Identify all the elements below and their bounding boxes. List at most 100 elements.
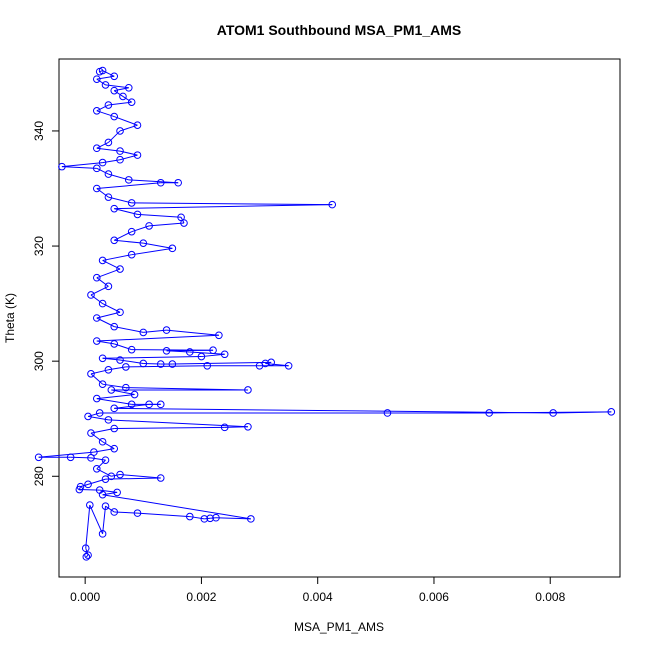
data-point bbox=[549, 409, 557, 417]
data-point bbox=[110, 340, 119, 348]
series-line-segment bbox=[265, 362, 289, 367]
series-line-segment bbox=[105, 84, 129, 89]
data-point bbox=[92, 464, 101, 473]
data-point bbox=[107, 386, 116, 394]
series-line-segment bbox=[149, 222, 185, 227]
data-point bbox=[110, 86, 119, 95]
data-point bbox=[116, 265, 124, 273]
series-line-segment bbox=[102, 441, 115, 450]
chart-title: ATOM1 Southbound MSA_PM1_AMS bbox=[217, 22, 461, 38]
series-layer bbox=[34, 66, 616, 561]
x-axis: 0.000 0.002 0.004 0.006 0.008 bbox=[70, 577, 566, 604]
data-point bbox=[110, 404, 119, 413]
data-point bbox=[92, 314, 101, 322]
data-point bbox=[95, 67, 104, 76]
data-point bbox=[133, 509, 142, 517]
series-line-segment bbox=[108, 196, 132, 204]
data-point bbox=[156, 360, 165, 368]
data-point bbox=[162, 347, 171, 355]
data-point bbox=[220, 423, 229, 432]
series-line-segment bbox=[96, 311, 121, 319]
data-point bbox=[203, 361, 212, 370]
series-line-segment bbox=[96, 167, 109, 175]
data-point bbox=[174, 178, 182, 187]
series-line-segment bbox=[80, 483, 89, 488]
data-point bbox=[212, 513, 220, 522]
series-line-segment bbox=[99, 70, 103, 73]
y-tick-label: 280 bbox=[32, 466, 46, 486]
series-line-segment bbox=[125, 387, 248, 391]
series-line-segment bbox=[102, 494, 251, 520]
series-line-segment bbox=[143, 242, 173, 249]
data-point bbox=[104, 101, 113, 109]
series-line-segment bbox=[96, 110, 115, 118]
series-line-segment bbox=[90, 428, 115, 434]
series-line-segment bbox=[102, 356, 202, 359]
series-line-segment bbox=[131, 247, 173, 256]
series-line-segment bbox=[189, 516, 205, 520]
data-point bbox=[139, 239, 148, 247]
series-line-segment bbox=[119, 474, 161, 479]
data-point bbox=[98, 158, 107, 167]
series-line-segment bbox=[201, 353, 225, 358]
data-point bbox=[92, 184, 101, 193]
series-line-segment bbox=[114, 239, 144, 244]
series-line-segment bbox=[114, 326, 144, 333]
data-point bbox=[122, 363, 130, 371]
data-point bbox=[98, 256, 107, 265]
series-line-segment bbox=[96, 398, 132, 405]
series-line-segment bbox=[553, 411, 612, 414]
data-point bbox=[209, 346, 217, 355]
series-line-segment bbox=[114, 407, 554, 414]
data-point bbox=[168, 360, 177, 368]
series-line-segment bbox=[137, 512, 190, 518]
data-point bbox=[116, 470, 124, 479]
series-line-segment bbox=[111, 474, 121, 477]
series-line-segment bbox=[131, 225, 150, 233]
data-point bbox=[110, 112, 119, 121]
series-line-segment bbox=[96, 394, 135, 400]
series-line-segment bbox=[90, 373, 103, 385]
series-line-segment bbox=[119, 359, 144, 364]
series-line-segment bbox=[102, 383, 126, 389]
data-point bbox=[180, 219, 188, 227]
data-point bbox=[84, 551, 92, 559]
series-line-segment bbox=[113, 90, 124, 97]
x-tick-label: 0.000 bbox=[70, 590, 100, 604]
data-point bbox=[116, 356, 124, 364]
data-point bbox=[101, 475, 110, 483]
data-point bbox=[86, 501, 94, 509]
data-point bbox=[82, 553, 91, 561]
data-point bbox=[127, 98, 136, 106]
series-line-segment bbox=[114, 403, 150, 409]
series-line-segment bbox=[96, 468, 112, 477]
data-point bbox=[34, 453, 43, 462]
series-line-segment bbox=[90, 457, 106, 461]
series-line-segment bbox=[96, 459, 106, 470]
series-line-segment bbox=[96, 104, 109, 112]
data-point bbox=[122, 383, 130, 392]
series-line-segment bbox=[131, 202, 333, 206]
series-line-segment bbox=[114, 426, 225, 430]
y-axis-label: Theta (K) bbox=[3, 293, 17, 343]
data-point bbox=[197, 352, 206, 361]
series-line-segment bbox=[215, 517, 251, 520]
data-point bbox=[101, 81, 110, 89]
data-point bbox=[127, 400, 136, 409]
data-point bbox=[104, 170, 113, 178]
x-tick-label: 0.006 bbox=[419, 590, 449, 604]
series-line-segment bbox=[96, 142, 109, 149]
data-point bbox=[87, 454, 95, 462]
data-point bbox=[162, 326, 171, 334]
x-tick-label: 0.008 bbox=[535, 590, 565, 604]
series-line-segment bbox=[119, 124, 138, 132]
y-tick-label: 300 bbox=[32, 351, 46, 371]
series-line-segment bbox=[111, 389, 135, 396]
data-point bbox=[156, 400, 165, 409]
data-point bbox=[107, 472, 116, 481]
data-point bbox=[186, 348, 194, 356]
data-point bbox=[66, 453, 75, 462]
data-point bbox=[261, 359, 270, 368]
data-point bbox=[110, 424, 119, 433]
series-line-segment bbox=[89, 504, 104, 535]
